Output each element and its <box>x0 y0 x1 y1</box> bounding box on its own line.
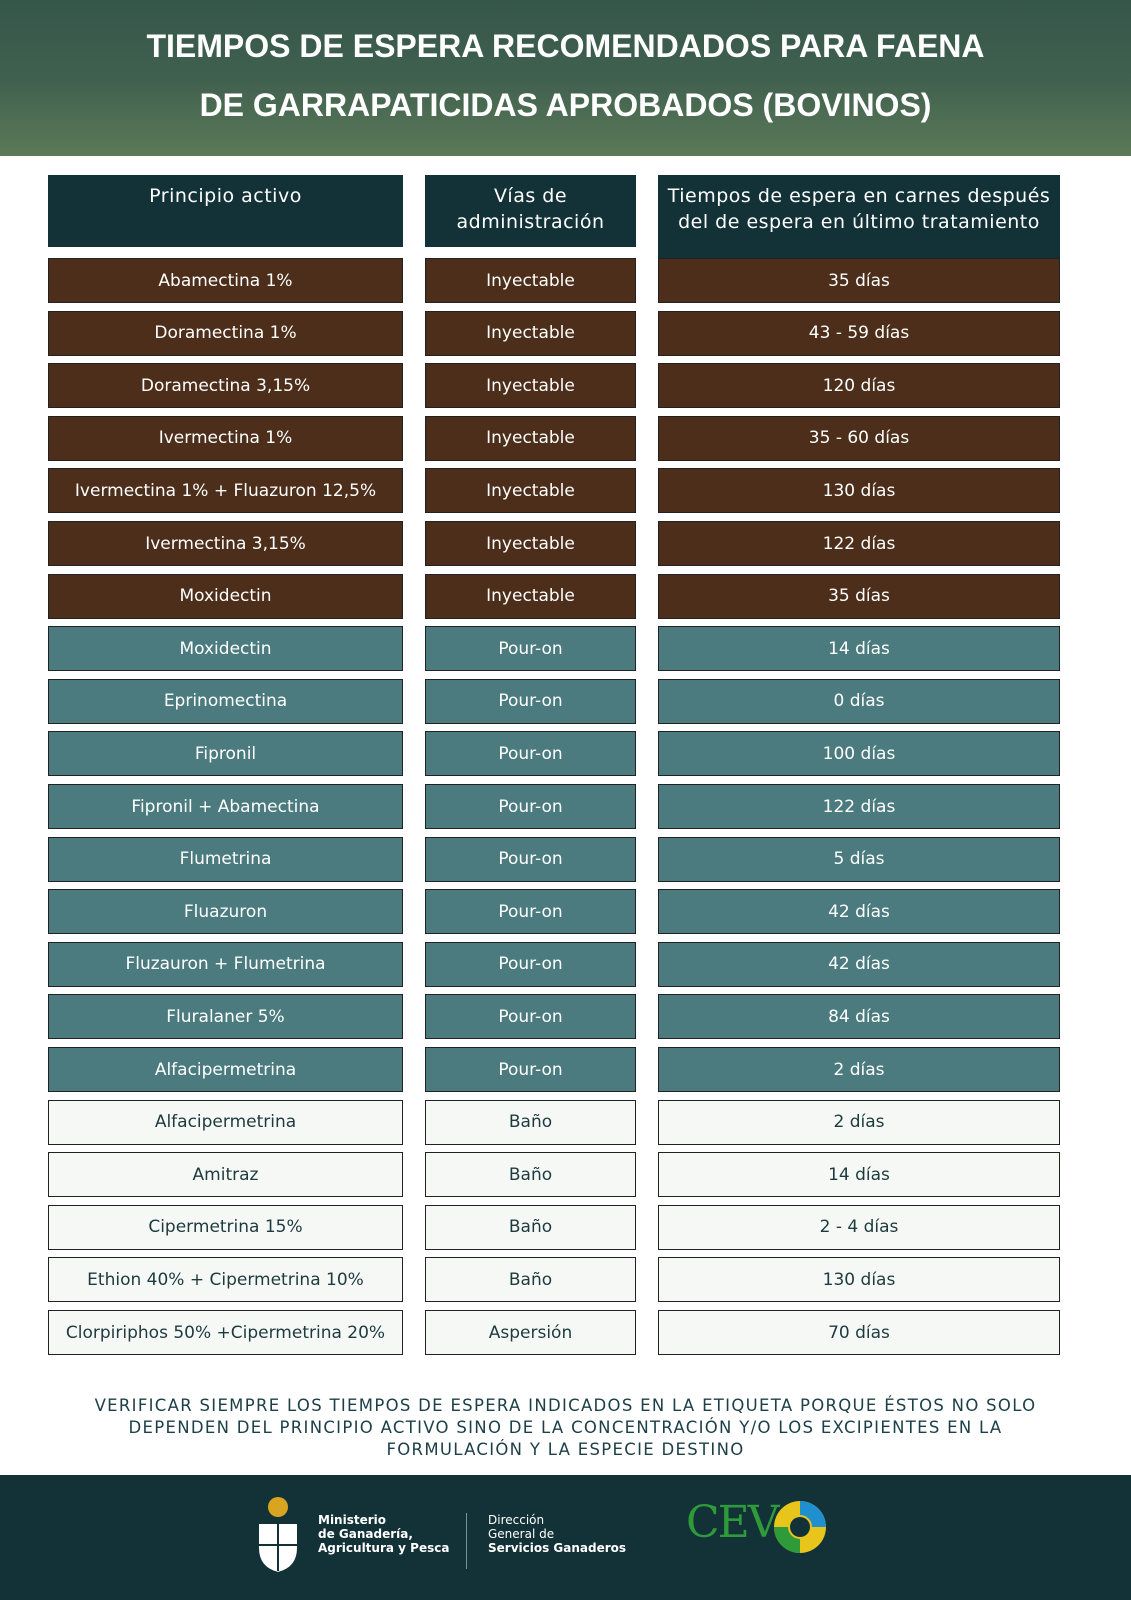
table-cell: Fluazuron <box>48 889 403 935</box>
table-cell: Baño <box>425 1257 636 1303</box>
table-cell: Doramectina 1% <box>48 310 403 356</box>
note: VERIFICAR SIEMPRE LOS TIEMPOS DE ESPERA … <box>94 1396 1037 1459</box>
text-line: Servicios Ganaderos <box>488 1541 627 1555</box>
title-line: DE GARRAPATICIDAS APROBADOS (BOVINOS) <box>199 87 932 123</box>
table-cell: 122 días <box>658 521 1060 566</box>
table-cell: Baño <box>425 1204 636 1250</box>
table-cell: 122 días <box>658 784 1060 829</box>
table-cell: 14 días <box>658 1152 1060 1198</box>
table-cell: 42 días <box>658 889 1060 935</box>
table-cell: 100 días <box>658 731 1060 777</box>
table-cell: Alfacipermetrina <box>48 1099 403 1145</box>
table-cell: Alfacipermetrina <box>48 1047 403 1092</box>
divider <box>466 1513 467 1569</box>
cev-logo-mark <box>774 1501 826 1553</box>
text-line: Agricultura y Pesca <box>318 1541 450 1555</box>
table-cell: Pour-on <box>425 836 636 882</box>
table-cell: Pour-on <box>425 731 636 777</box>
table-cell: Aspersión <box>425 1310 636 1355</box>
table-cell: 0 días <box>658 678 1060 724</box>
table-cell: Baño <box>425 1152 636 1198</box>
column-header: Tiempos de espera en carnes después del … <box>658 175 1060 271</box>
table-cell: Amitraz <box>48 1152 403 1198</box>
table-cell: Inyectable <box>425 310 636 356</box>
table-cell: 130 días <box>658 1257 1060 1303</box>
table-cell: Eprinomectina <box>48 678 403 724</box>
table-cell: Pour-on <box>425 784 636 829</box>
table-cell: Moxidectin <box>48 573 403 619</box>
table-cell: Ivermectina 3,15% <box>48 521 403 566</box>
text-line: Dirección <box>488 1513 545 1527</box>
table-cell: Inyectable <box>425 521 636 566</box>
table-cell: Pour-on <box>425 994 636 1040</box>
table-cell: Abamectina 1% <box>48 258 403 303</box>
table-cell: 5 días <box>658 836 1060 882</box>
table-cell: 43 - 59 días <box>658 310 1060 356</box>
table-cell: 35 días <box>658 573 1060 619</box>
table-cell: 84 días <box>658 994 1060 1040</box>
table-cell: 14 días <box>658 626 1060 672</box>
table-cell: 70 días <box>658 1310 1060 1355</box>
table-cell: Inyectable <box>425 415 636 461</box>
table-cell: 35 días <box>658 258 1060 303</box>
table-cell: Fipronil <box>48 731 403 777</box>
table-cell: Fluralaner 5% <box>48 994 403 1040</box>
table-cell: 2 - 4 días <box>658 1204 1060 1250</box>
text-line: General de <box>488 1527 555 1541</box>
text-line: de Ganadería, <box>318 1527 413 1541</box>
table-cell: Pour-on <box>425 941 636 987</box>
table-cell: 35 - 60 días <box>658 415 1060 461</box>
text-line: Ministerio <box>318 1513 387 1527</box>
table-cell: Ethion 40% + Cipermetrina 10% <box>48 1257 403 1303</box>
table-cell: Moxidectin <box>48 626 403 672</box>
table-cell: Pour-on <box>425 678 636 724</box>
table-cell: Fipronil + Abamectina <box>48 784 403 829</box>
table-cell: Pour-on <box>425 889 636 935</box>
table-cell: Ivermectina 1% + Fluazuron 12,5% <box>48 468 403 514</box>
cev-logo-text: CEV <box>686 1497 780 1548</box>
table-cell: Fluzauron + Flumetrina <box>48 941 403 987</box>
table-cell: Inyectable <box>425 573 636 619</box>
table-cell: 2 días <box>658 1047 1060 1092</box>
table-cell: Inyectable <box>425 363 636 409</box>
direction-name: Dirección General de Servicios Ganaderos <box>488 1513 626 1555</box>
table-cell: Pour-on <box>425 1047 636 1092</box>
column-header: Principio activo <box>48 175 403 247</box>
table-cell: Baño <box>425 1099 636 1145</box>
table-cell: Doramectina 3,15% <box>48 363 403 409</box>
table-cell: Flumetrina <box>48 836 403 882</box>
ministry-name: Ministerio de Ganadería, Agricultura y P… <box>318 1513 449 1555</box>
table-cell: 120 días <box>658 363 1060 409</box>
table-cell: Ivermectina 1% <box>48 415 403 461</box>
table-cell: Inyectable <box>425 468 636 514</box>
table-cell: Inyectable <box>425 258 636 303</box>
column-header: Vías de administración <box>425 175 636 247</box>
header-banner: TIEMPOS DE ESPERA RECOMENDADOS PARA FAEN… <box>0 0 1131 156</box>
table-cell: 130 días <box>658 468 1060 514</box>
title-line: TIEMPOS DE ESPERA RECOMENDADOS PARA FAEN… <box>146 28 985 64</box>
table-cell: 42 días <box>658 941 1060 987</box>
table-cell: 2 días <box>658 1099 1060 1145</box>
table-cell: Pour-on <box>425 626 636 672</box>
table-cell: Cipermetrina 15% <box>48 1204 403 1250</box>
footer: Ministerio de Ganadería, Agricultura y P… <box>0 1475 1131 1600</box>
ministry-emblem <box>257 1497 299 1575</box>
table-cell: Clorpiriphos 50% +Cipermetrina 20% <box>48 1310 403 1355</box>
